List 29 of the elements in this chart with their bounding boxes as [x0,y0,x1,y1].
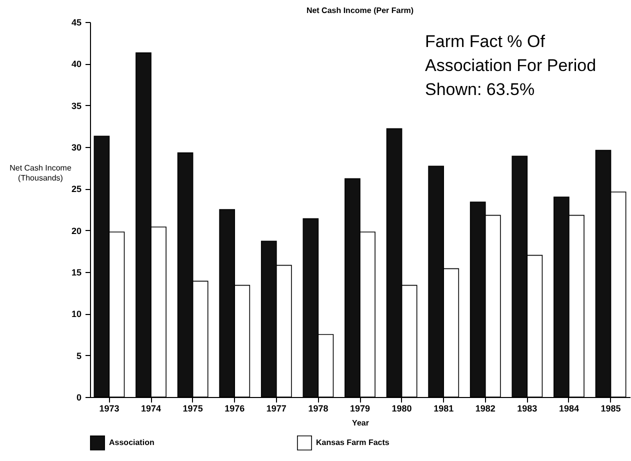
x-tick-label: 1984 [558,404,579,414]
x-tick-label: 1979 [350,404,370,414]
x-tick-label: 1983 [517,404,538,414]
x-tick-label: 1977 [266,404,286,414]
x-tick-label: 1982 [475,404,496,414]
y-tick-label: 35 [71,100,82,111]
x-tick-label: 1980 [392,404,412,414]
y-tick-label: 25 [71,184,82,194]
x-tick-label: 1976 [224,404,245,414]
x-tick-label: 1975 [182,404,203,414]
x-tick-label: 1978 [308,404,328,414]
chart-title: Net Cash Income (Per Farm) [306,6,414,15]
x-tick-label: 1985 [600,404,621,414]
legend-label: Association [109,438,154,447]
y-tick-label: 45 [71,18,82,28]
y-tick-label: 40 [71,59,82,70]
y-tick-label: 20 [71,226,82,236]
legend-label: Kansas Farm Facts [316,438,390,447]
y-tick-label: 10 [71,309,82,320]
x-axis-title: Year [352,418,369,428]
y-tick-label: 0 [76,392,82,402]
x-tick-label: 1974 [141,404,162,414]
y-tick-label: 5 [76,350,82,361]
x-tick-label: 1981 [434,404,454,414]
y-tick-label: 30 [71,142,82,152]
x-tick-label: 1973 [99,404,120,414]
y-axis-title: Net Cash Income (Thousands) [10,164,72,182]
y-tick-label: 15 [71,268,82,278]
annotation: Farm Fact % Of Association For Period Shown: 63.5% [425,32,596,99]
